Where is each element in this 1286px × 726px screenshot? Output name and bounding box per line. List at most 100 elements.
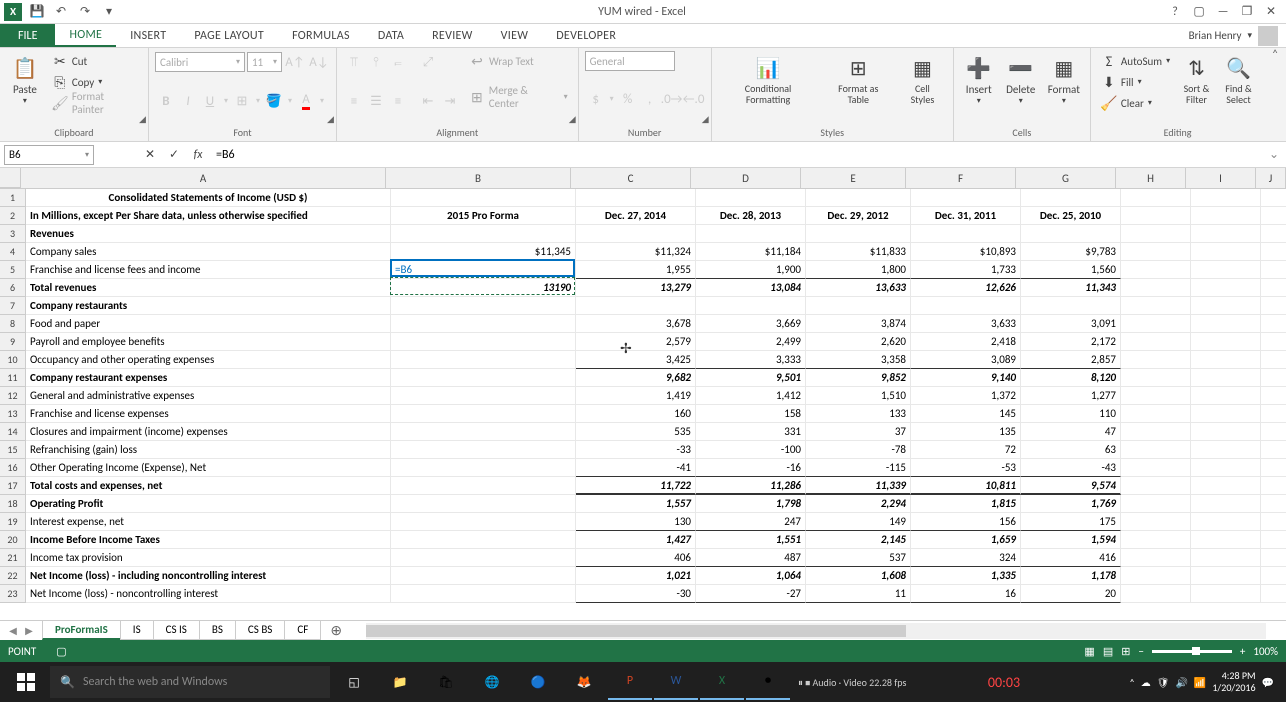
cell-J13[interactable] (1261, 405, 1286, 423)
cell-G5[interactable]: 1,560 (1021, 261, 1121, 279)
cell-H6[interactable] (1121, 279, 1191, 297)
cell-A20[interactable]: Income Before Income Taxes (26, 531, 391, 549)
cell-E22[interactable]: 1,608 (806, 567, 911, 585)
cell-A21[interactable]: Income tax provision (26, 549, 391, 567)
onedrive-icon[interactable]: ☁ (1141, 676, 1151, 689)
cell-F6[interactable]: 12,626 (911, 279, 1021, 297)
cell-B9[interactable] (391, 333, 576, 351)
save-icon[interactable]: 💾 (26, 2, 48, 22)
cortana-search[interactable]: 🔍 Search the web and Windows (50, 666, 330, 698)
cell-B22[interactable] (391, 567, 576, 585)
cell-F17[interactable]: 10,811 (911, 477, 1021, 495)
cell-D19[interactable]: 247 (696, 513, 806, 531)
cell-J1[interactable] (1261, 189, 1286, 207)
cell-C18[interactable]: 1,557 (576, 495, 696, 513)
sheet-tab-cs bs[interactable]: CS BS (235, 621, 285, 640)
view-layout-icon[interactable]: ▤ (1103, 645, 1113, 658)
cell-C20[interactable]: 1,427 (576, 531, 696, 549)
font-size-select[interactable]: 11▾ (247, 52, 282, 72)
cell-G17[interactable]: 9,574 (1021, 477, 1121, 495)
number-launcher-icon[interactable]: ◢ (702, 114, 709, 125)
cell-F4[interactable]: $10,893 (911, 243, 1021, 261)
cell-E5[interactable]: 1,800 (806, 261, 911, 279)
cell-E1[interactable] (806, 189, 911, 207)
font-launcher-icon[interactable]: ◢ (327, 114, 334, 125)
cell-H17[interactable] (1121, 477, 1191, 495)
delete-button[interactable]: ➖Delete▾ (1002, 51, 1040, 108)
cell-D2[interactable]: Dec. 28, 2013 (696, 207, 806, 225)
tab-view[interactable]: VIEW (487, 24, 543, 47)
cell-J6[interactable] (1261, 279, 1286, 297)
cell-I5[interactable] (1191, 261, 1261, 279)
italic-button[interactable]: I (177, 90, 199, 112)
cell-B12[interactable] (391, 387, 576, 405)
cell-B2[interactable]: 2015 Pro Forma (391, 207, 576, 225)
cell-F19[interactable]: 156 (911, 513, 1021, 531)
row-header-23[interactable]: 23 (0, 585, 26, 603)
cell-A13[interactable]: Franchise and license expenses (26, 405, 391, 423)
cell-J10[interactable] (1261, 351, 1286, 369)
cell-B14[interactable] (391, 423, 576, 441)
cell-H3[interactable] (1121, 225, 1191, 243)
edge-icon[interactable]: 🌐 (470, 664, 514, 700)
cell-B5[interactable]: =B6 (391, 261, 576, 279)
format-table-button[interactable]: ⊞Format as Table (822, 51, 894, 107)
increase-decimal-icon[interactable]: .0→ (661, 88, 683, 110)
wrap-text-button[interactable]: ↩Wrap Text (465, 51, 572, 71)
cell-E20[interactable]: 2,145 (806, 531, 911, 549)
cell-J21[interactable] (1261, 549, 1286, 567)
cell-C14[interactable]: 535 (576, 423, 696, 441)
indent-inc-icon[interactable]: ⇥ (439, 90, 461, 112)
cell-G16[interactable]: -43 (1021, 459, 1121, 477)
cell-F8[interactable]: 3,633 (911, 315, 1021, 333)
zoom-out-icon[interactable]: − (1138, 645, 1143, 658)
cell-E4[interactable]: $11,833 (806, 243, 911, 261)
cell-H7[interactable] (1121, 297, 1191, 315)
row-header-2[interactable]: 2 (0, 207, 26, 225)
cell-B8[interactable] (391, 315, 576, 333)
close-icon[interactable]: ✕ (1260, 2, 1282, 22)
cell-C8[interactable]: 3,678 (576, 315, 696, 333)
border-button[interactable]: ⊞ (231, 90, 253, 112)
row-header-9[interactable]: 9 (0, 333, 26, 351)
cell-I3[interactable] (1191, 225, 1261, 243)
cell-C16[interactable]: -41 (576, 459, 696, 477)
cell-J18[interactable] (1261, 495, 1286, 513)
cell-A12[interactable]: General and administrative expenses (26, 387, 391, 405)
cell-A3[interactable]: Revenues (26, 225, 391, 243)
cell-J7[interactable] (1261, 297, 1286, 315)
find-select-button[interactable]: 🔍Find & Select (1219, 51, 1258, 107)
autosum-button[interactable]: ΣAutoSum▾ (1097, 51, 1174, 71)
orientation-icon[interactable]: ⤢ (417, 51, 439, 73)
cell-C12[interactable]: 1,419 (576, 387, 696, 405)
file-explorer-icon[interactable]: 📁 (378, 664, 422, 700)
cell-B10[interactable] (391, 351, 576, 369)
align-right-icon[interactable]: ≡ (387, 90, 409, 112)
cell-C15[interactable]: -33 (576, 441, 696, 459)
tray-up-icon[interactable]: ˄ (1129, 676, 1134, 689)
cell-G4[interactable]: $9,783 (1021, 243, 1121, 261)
row-header-15[interactable]: 15 (0, 441, 26, 459)
redo-icon[interactable]: ↷ (74, 2, 96, 22)
decrease-decimal-icon[interactable]: ←.0 (683, 88, 705, 110)
cell-J12[interactable] (1261, 387, 1286, 405)
cell-E11[interactable]: 9,852 (806, 369, 911, 387)
cell-G21[interactable]: 416 (1021, 549, 1121, 567)
cell-H1[interactable] (1121, 189, 1191, 207)
cell-G7[interactable] (1021, 297, 1121, 315)
row-header-22[interactable]: 22 (0, 567, 26, 585)
worksheet-grid[interactable]: ABCDEFGHIJ 12345678910111213141516171819… (0, 168, 1286, 620)
cell-B21[interactable] (391, 549, 576, 567)
col-header-J[interactable]: J (1256, 168, 1286, 188)
cell-D1[interactable] (696, 189, 806, 207)
tab-review[interactable]: REVIEW (418, 24, 487, 47)
cell-J14[interactable] (1261, 423, 1286, 441)
cell-A17[interactable]: Total costs and expenses, net (26, 477, 391, 495)
cell-J19[interactable] (1261, 513, 1286, 531)
cell-F10[interactable]: 3,089 (911, 351, 1021, 369)
network-icon[interactable]: 📶 (1194, 676, 1206, 689)
cell-F12[interactable]: 1,372 (911, 387, 1021, 405)
cell-E8[interactable]: 3,874 (806, 315, 911, 333)
cell-H9[interactable] (1121, 333, 1191, 351)
cell-A11[interactable]: Company restaurant expenses (26, 369, 391, 387)
